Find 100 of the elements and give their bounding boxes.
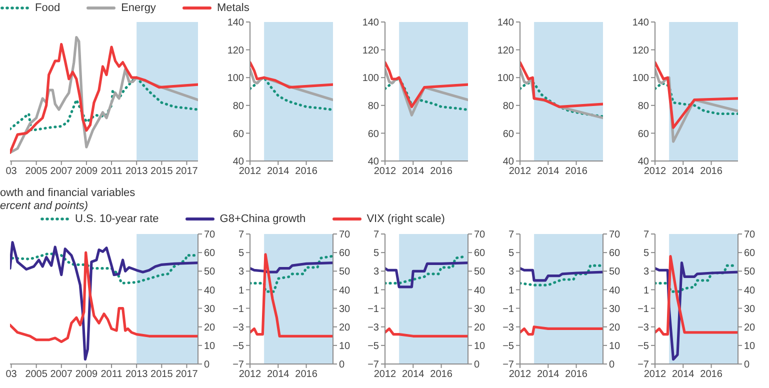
y2-tick-label: 40 [474,285,486,296]
x-tick-label: 2014 [537,369,560,380]
line-series [385,76,468,111]
y2-tick-label: 60 [339,248,351,260]
y2-tick-label: 50 [474,266,486,278]
y2-tick-label: 10 [339,340,351,352]
y-tick-label: 80 [502,100,514,112]
y2-tick-label: 20 [744,322,756,334]
x-tick-label: 03 [6,369,18,380]
y-tick-label: −7 [232,360,244,371]
y2-tick-label: 70 [474,230,486,241]
x-tick-label: 2005 [25,166,48,178]
line-series [250,253,333,338]
y2-tick-label: 30 [204,304,216,315]
y-tick-label: 140 [497,18,514,29]
x-tick-label: 2014 [672,166,695,178]
y2-tick-label: 20 [609,322,621,334]
x-tick-label: 2014 [402,369,425,380]
x-tick-label: 2014 [537,166,560,178]
y-tick-label: −7 [502,360,514,371]
y-tick-label: 80 [368,100,380,112]
y-tick-label: −1 [638,304,650,315]
x-tick-label: 2012 [374,166,397,178]
y-tick-label: −7 [368,360,380,371]
y2-tick-label: 0 [474,360,480,371]
line-series [385,61,468,108]
y2-tick-label: 20 [339,322,351,334]
y-tick-label: −5 [232,340,244,352]
y-tick-label: 3 [508,266,514,278]
y2-tick-label: 20 [204,322,216,334]
y-tick-label: 40 [368,156,380,168]
y2-tick-label: 30 [609,304,621,315]
line-series [250,76,333,111]
x-tick-label: 2011 [100,166,123,178]
x-tick-label: 2016 [700,166,723,178]
y-tick-label: 7 [373,230,380,241]
y-tick-label: 5 [373,248,380,260]
y2-tick-label: 0 [204,360,210,371]
y-tick-label: 3 [238,266,244,278]
y-tick-label: 7 [508,230,514,241]
legend-label: Energy [121,2,156,14]
y2-tick-label: 50 [609,266,621,278]
y-tick-label: −5 [368,340,380,352]
y2-tick-label: 10 [204,340,216,352]
x-tick-label: 2015 [150,166,174,178]
y2-tick-label: 0 [339,360,345,371]
x-tick-label: 03 [6,166,18,178]
y2-tick-label: 50 [204,266,216,278]
line-series [520,326,603,336]
y2-tick-label: 70 [744,230,756,241]
x-tick-label: 2012 [238,166,262,178]
y-tick-label: 7 [238,230,244,241]
x-tick-label: 2014 [672,369,695,380]
legend-label: U.S. 10-year rate [75,213,159,225]
line-series [250,261,333,274]
x-tick-label: 2012 [238,369,262,380]
y-tick-label: −7 [638,360,650,371]
y2-tick-label: 40 [339,285,351,296]
y-tick-label: 60 [502,128,514,140]
y-tick-label: 80 [232,100,244,112]
y-tick-label: −5 [502,340,514,352]
y-tick-label: 140 [362,18,380,29]
y-tick-label: 80 [638,100,650,112]
y2-tick-label: 50 [339,266,351,278]
chart-subtitle: ercent and points) [0,200,88,212]
y-tick-label: 5 [508,248,514,260]
y-tick-label: 5 [238,248,244,260]
y2-tick-label: 50 [744,266,756,278]
line-series [250,61,333,89]
line-series [655,61,738,129]
y-tick-label: 7 [643,230,650,241]
x-tick-label: 2007 [50,166,73,178]
y2-tick-label: 30 [744,304,756,315]
x-tick-label: 2012 [374,369,397,380]
y2-tick-label: 70 [204,230,216,241]
y-tick-label: 40 [232,156,244,168]
legend-label: Food [35,2,60,14]
y2-tick-label: 30 [474,304,486,315]
y-tick-label: −1 [502,304,514,315]
x-tick-label: 2013 [125,369,148,380]
y2-tick-label: 10 [744,340,756,352]
line-series [10,251,198,344]
x-tick-label: 2012 [644,369,667,380]
line-series [655,254,738,336]
y2-tick-label: 60 [609,248,621,260]
y-tick-label: 40 [502,156,514,168]
line-series [520,267,603,282]
line-series [520,82,603,118]
y-tick-label: 100 [227,73,244,84]
y-tick-label: −3 [502,322,514,334]
y-tick-label: 1 [238,285,244,296]
y-tick-label: 5 [643,248,650,260]
line-series [385,327,468,338]
x-tick-label: 2016 [295,166,318,178]
line-series [250,254,333,293]
y2-tick-label: 60 [744,248,756,260]
y-tick-label: 100 [497,73,514,84]
y2-tick-label: 30 [339,304,351,315]
y-tick-label: 40 [638,156,650,168]
y2-tick-label: 10 [609,340,621,352]
